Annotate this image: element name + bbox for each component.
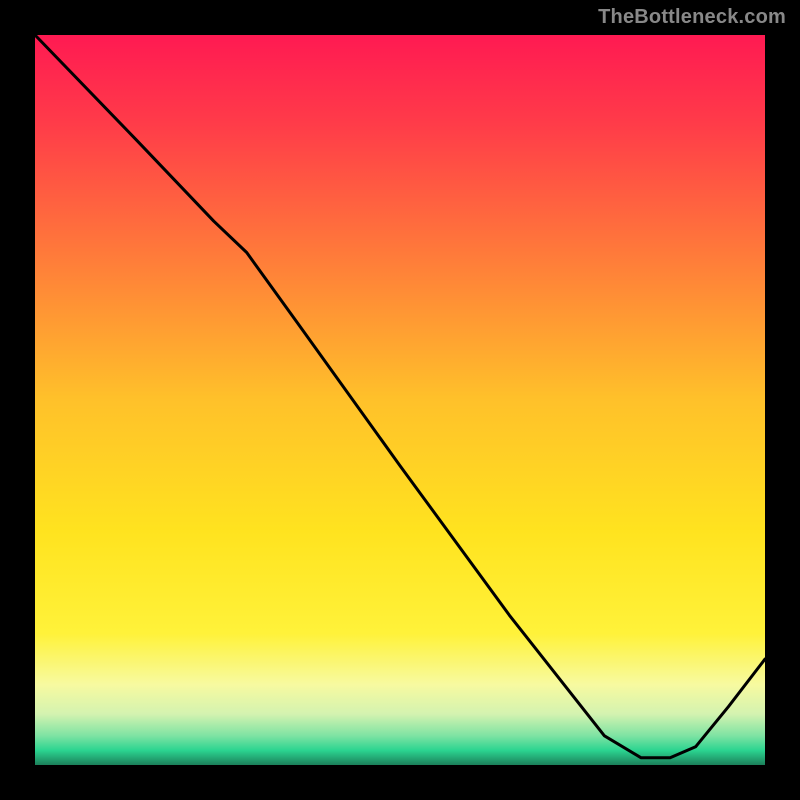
bottleneck-chart: [0, 0, 800, 800]
watermark-text: TheBottleneck.com: [598, 6, 786, 29]
plot-background: [35, 35, 765, 765]
chart-border: [765, 0, 800, 800]
chart-border: [0, 765, 800, 800]
chart-border: [0, 0, 35, 800]
